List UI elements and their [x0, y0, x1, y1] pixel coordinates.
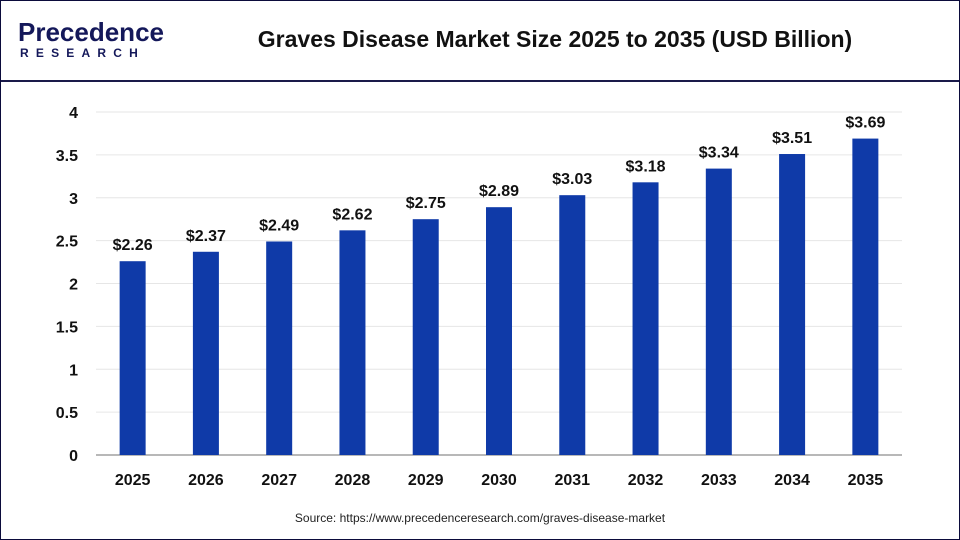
bar-value-label: $3.03 — [552, 171, 592, 188]
bar-value-label: $2.62 — [332, 206, 372, 223]
bar-2025 — [119, 261, 146, 455]
bar-2031 — [559, 195, 586, 456]
bar-2027 — [266, 241, 293, 455]
x-tick-label: 2035 — [848, 472, 884, 489]
bar-2030 — [486, 207, 512, 455]
bar-2026 — [192, 251, 219, 455]
y-tick-label: 3 — [69, 191, 78, 208]
chart-title: Graves Disease Market Size 2025 to 2035 … — [257, 26, 853, 52]
y-tick-label: 0.5 — [56, 405, 78, 422]
bar-value-label: $3.34 — [699, 145, 739, 162]
bar-value-label: $2.37 — [186, 228, 226, 245]
bar-2032 — [632, 182, 659, 455]
bar-2028 — [339, 230, 366, 455]
x-tick-label: 2029 — [408, 472, 444, 489]
x-tick-label: 2027 — [261, 472, 297, 489]
bar-2035 — [852, 138, 879, 455]
x-tick-label: 2033 — [701, 472, 737, 489]
bar-value-label: $2.26 — [113, 237, 153, 254]
x-tick-label: 2031 — [554, 472, 590, 489]
bar-2029 — [412, 219, 439, 455]
bar-value-label: $2.75 — [406, 195, 446, 212]
x-tick-label: 2026 — [188, 472, 224, 489]
y-tick-label: 3.5 — [56, 148, 78, 165]
y-tick-label: 1.5 — [56, 319, 78, 336]
bar-value-label: $3.51 — [772, 130, 812, 147]
x-tick-label: 2025 — [115, 472, 151, 489]
x-tick-label: 2030 — [481, 472, 517, 489]
bar-value-label: $3.69 — [845, 115, 885, 132]
x-tick-label: 2032 — [628, 472, 664, 489]
precedence-research-logo: Precedence RESEARCH — [18, 18, 168, 62]
bar-2033 — [705, 168, 732, 455]
y-tick-label: 0 — [69, 448, 78, 465]
source-note: Source: https://www.precedenceresearch.c… — [294, 511, 666, 525]
y-tick-label: 2.5 — [56, 234, 78, 251]
logo-main-text: Precedence — [18, 17, 164, 47]
x-tick-label: 2034 — [774, 472, 810, 489]
header-divider — [1, 80, 959, 82]
bar-value-label: $3.18 — [626, 158, 666, 175]
y-tick-label: 4 — [69, 105, 78, 122]
x-tick-label: 2028 — [335, 472, 371, 489]
bar-value-label: $2.49 — [259, 217, 299, 234]
y-tick-label: 1 — [69, 362, 78, 379]
logo-sub-text: RESEARCH — [20, 46, 145, 60]
bar-2034 — [779, 154, 806, 455]
bar-value-label: $2.89 — [479, 183, 519, 200]
y-tick-label: 2 — [69, 277, 78, 294]
